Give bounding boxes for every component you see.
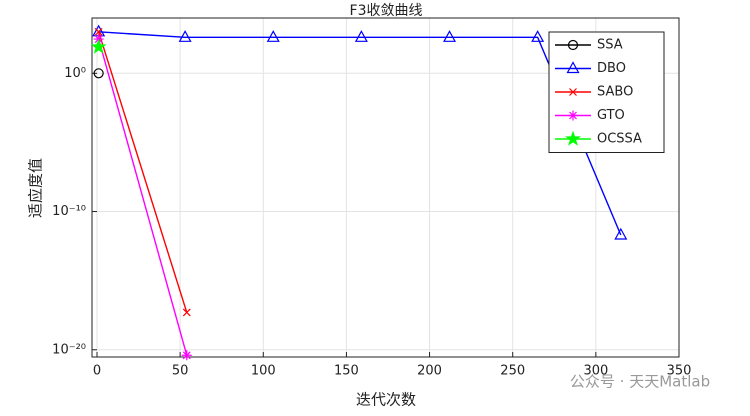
marker	[266, 30, 280, 42]
legend-marker	[569, 88, 577, 96]
legend-label: GTO	[597, 108, 625, 123]
marker	[90, 38, 107, 54]
x-tick-label: 200	[417, 364, 442, 379]
legend-marker	[568, 110, 578, 121]
legend-marker	[565, 130, 581, 146]
x-tick-label: 150	[334, 364, 359, 379]
watermark: 公众号 · 天天Matlab	[570, 373, 710, 391]
y-axis-label: 适应度值	[27, 158, 45, 218]
legend-marker	[566, 61, 580, 74]
x-tick-label: 100	[251, 364, 276, 379]
series-line	[97, 38, 188, 356]
x-tick-label: 0	[93, 364, 101, 379]
marker	[354, 30, 368, 42]
y-tick-label: 10⁻¹⁰	[52, 204, 86, 219]
legend-label: SSA	[597, 38, 623, 53]
x-tick-label: 300	[583, 364, 608, 379]
marker	[94, 27, 103, 36]
x-tick-label: 350	[667, 364, 692, 379]
marker	[178, 30, 192, 42]
marker	[531, 30, 545, 42]
chart-title: F3收敛曲线	[350, 3, 423, 19]
legend-label: OCSSA	[597, 132, 642, 147]
x-tick-label: 50	[172, 364, 189, 379]
series-line	[98, 31, 622, 236]
axes-box	[91, 17, 680, 358]
marker	[443, 30, 457, 42]
marker	[614, 227, 628, 240]
marker	[181, 350, 192, 361]
x-tick-label: 250	[500, 364, 525, 379]
y-tick-label: 10⁰	[64, 66, 86, 81]
legend-label: DBO	[597, 61, 626, 76]
marker	[93, 68, 104, 79]
x-axis-label: 迭代次数	[356, 391, 416, 409]
legend-marker	[567, 39, 579, 51]
legend-label: SABO	[597, 85, 633, 100]
series-line	[97, 31, 188, 313]
y-tick-label: 10⁻²⁰	[52, 342, 86, 357]
marker	[182, 308, 191, 317]
